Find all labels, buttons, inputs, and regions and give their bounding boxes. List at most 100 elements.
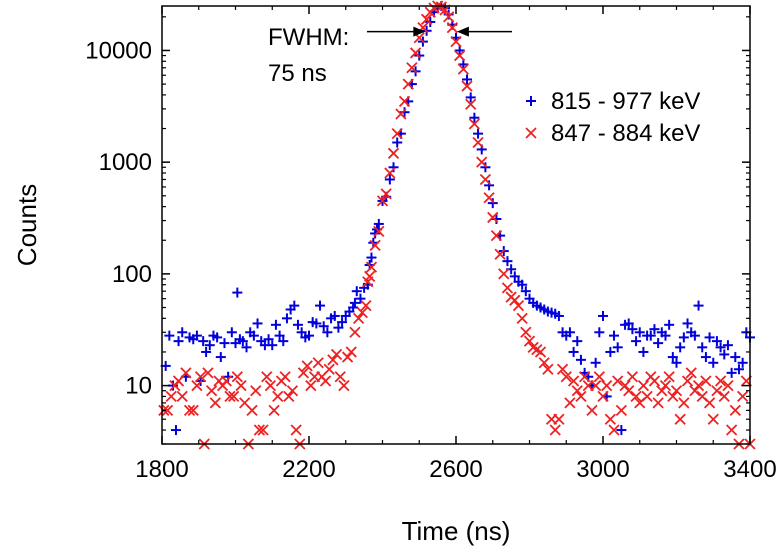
- marker-stroke: [564, 397, 576, 409]
- data-point: [520, 286, 531, 297]
- data-point: [384, 174, 395, 185]
- data-point: [315, 300, 326, 311]
- data-point: [469, 112, 480, 123]
- marker-stroke: [330, 348, 343, 361]
- data-point: [443, 11, 455, 23]
- data-point: [409, 47, 422, 59]
- marker-stroke: [542, 363, 554, 375]
- marker-stroke: [560, 371, 572, 383]
- data-point: [733, 364, 744, 375]
- marker-stroke: [498, 268, 510, 280]
- data-point: [556, 363, 569, 375]
- data-point: [487, 211, 499, 224]
- marker-stroke: [279, 371, 291, 383]
- data-point: [391, 128, 403, 140]
- data-point: [290, 424, 302, 436]
- marker-stroke: [220, 375, 232, 387]
- data-point: [560, 371, 572, 383]
- data-point: [220, 375, 232, 387]
- data-point: [682, 318, 693, 329]
- data-point: [468, 118, 481, 130]
- data-point: [462, 74, 473, 85]
- data-point: [246, 404, 258, 417]
- marker-stroke: [235, 379, 247, 392]
- fwhm-arrowhead-left: [413, 26, 426, 37]
- data-point: [360, 299, 372, 312]
- data-point: [502, 256, 513, 267]
- data-point: [164, 330, 175, 341]
- data-point: [520, 326, 532, 338]
- data-point: [678, 397, 690, 409]
- fwhm-label: FWHM:: [268, 24, 349, 51]
- marker-stroke: [641, 390, 653, 403]
- marker-stroke: [191, 379, 203, 392]
- marker-stroke: [398, 95, 411, 108]
- data-point: [594, 327, 605, 338]
- data-point: [402, 78, 414, 90]
- data-point: [652, 397, 664, 409]
- data-point: [351, 286, 362, 297]
- data-point: [472, 136, 484, 149]
- marker-stroke: [725, 424, 738, 436]
- marker-stroke: [253, 424, 266, 436]
- marker-stroke: [656, 385, 668, 397]
- data-point: [667, 390, 679, 403]
- data-point: [187, 404, 199, 417]
- marker-stroke: [161, 404, 174, 417]
- fwhm-annotation: FWHM: 75 ns: [268, 24, 512, 87]
- data-point: [700, 375, 712, 387]
- marker-stroke: [380, 188, 392, 200]
- data-point: [689, 385, 701, 397]
- data-point: [253, 424, 266, 436]
- marker-stroke: [593, 371, 605, 383]
- data-point: [369, 239, 381, 251]
- data-point: [730, 352, 741, 363]
- data-point: [261, 371, 273, 383]
- data-point: [356, 306, 368, 319]
- marker-stroke: [205, 385, 218, 397]
- data-point: [334, 371, 346, 383]
- marker-stroke: [711, 385, 723, 397]
- data-point: [703, 397, 716, 409]
- data-point: [670, 385, 683, 397]
- marker-stroke: [527, 341, 539, 353]
- data-point: [649, 324, 660, 335]
- marker-stroke: [413, 32, 425, 44]
- marker-stroke: [637, 379, 650, 392]
- data-point: [398, 95, 411, 108]
- data-point: [681, 375, 694, 387]
- data-point: [348, 302, 359, 313]
- data-point: [286, 385, 299, 397]
- data-point: [586, 404, 598, 417]
- marker-stroke: [360, 299, 372, 312]
- marker-stroke: [604, 413, 616, 425]
- data-point: [268, 404, 280, 417]
- marker-stroke: [575, 390, 587, 403]
- data-point: [191, 379, 203, 392]
- data-point: [341, 351, 354, 363]
- marker-stroke: [176, 390, 188, 403]
- data-point: [722, 379, 734, 392]
- marker-stroke: [194, 371, 207, 383]
- data-point: [205, 385, 218, 397]
- marker-stroke: [297, 367, 310, 379]
- data-point: [384, 167, 396, 179]
- marker-stroke: [301, 360, 313, 372]
- marker-stroke: [450, 35, 462, 48]
- marker-stroke: [341, 351, 354, 363]
- x-tick-label: 3400: [723, 456, 776, 483]
- data-point: [494, 248, 506, 260]
- data-point: [231, 371, 243, 383]
- data-point: [714, 375, 727, 387]
- data-point: [571, 385, 583, 397]
- marker-stroke: [319, 375, 332, 387]
- data-point: [656, 385, 668, 397]
- data-point: [454, 49, 466, 62]
- data-point: [274, 330, 285, 341]
- data-point: [365, 261, 378, 273]
- x-tick-label: 2200: [282, 456, 335, 483]
- data-point: [590, 357, 601, 368]
- data-point: [711, 336, 722, 347]
- marker-stroke: [187, 404, 199, 417]
- marker-stroke: [531, 343, 543, 356]
